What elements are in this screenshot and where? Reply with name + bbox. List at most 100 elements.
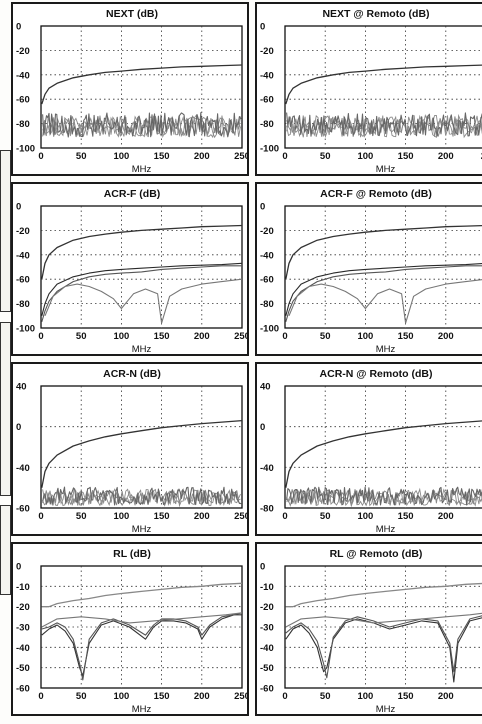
x-tick-label: 50 bbox=[320, 691, 331, 702]
x-tick-label: 200 bbox=[194, 331, 210, 342]
series-group bbox=[285, 64, 482, 139]
y-tick-label: 0 bbox=[16, 562, 21, 573]
x-tick-label: 50 bbox=[320, 511, 331, 522]
x-tick-label: 100 bbox=[357, 331, 373, 342]
y-tick-label: -30 bbox=[16, 623, 30, 634]
chart-panel-acrf: ACR-F (dB) 0 50 100 150 200 250 0 -20 -40 -60 -80 -1… bbox=[11, 182, 249, 356]
x-tick-label: 150 bbox=[398, 691, 414, 702]
y-tick-label: -40 bbox=[16, 70, 30, 81]
margin-strip-upper bbox=[0, 150, 11, 312]
y-tick-label: -10 bbox=[16, 582, 30, 593]
series-group bbox=[41, 419, 242, 508]
series-line-measured bbox=[285, 617, 482, 683]
x-axis-label: MHz bbox=[132, 344, 152, 355]
chart-svg-acrn: ACR-N (dB) 0 50 100 150 200 250 40 0 -40 -60 MHz bbox=[16, 368, 247, 535]
series-line-limit bbox=[285, 224, 482, 280]
series-line-limit bbox=[41, 582, 242, 608]
series-group bbox=[285, 420, 482, 508]
series-line-measured bbox=[285, 263, 482, 316]
x-axis-label: MHz bbox=[132, 164, 152, 175]
x-tick-label: 200 bbox=[194, 691, 210, 702]
y-tick-label: 0 bbox=[260, 422, 265, 433]
x-tick-label: 100 bbox=[357, 151, 373, 162]
x-tick-label: 250 bbox=[234, 151, 249, 162]
x-tick-label: 150 bbox=[154, 511, 170, 522]
y-tick-label: 0 bbox=[260, 22, 265, 33]
x-tick-label: 200 bbox=[438, 151, 454, 162]
x-tick-label: 0 bbox=[38, 151, 43, 162]
chart-panel-next: NEXT (dB) 0 50 100 150 200 250 0 -20 -40 -60 -80 -10… bbox=[11, 2, 249, 176]
x-tick-label: 150 bbox=[154, 691, 170, 702]
x-tick-label: 200 bbox=[438, 691, 454, 702]
series-line-measured bbox=[44, 278, 242, 324]
series-group bbox=[285, 582, 482, 683]
y-tick-label: -40 bbox=[260, 70, 274, 81]
chart-title: ACR-N @ Remoto (dB) bbox=[320, 368, 433, 380]
x-tick-label: 200 bbox=[438, 511, 454, 522]
x-tick-label: 50 bbox=[76, 151, 87, 162]
x-tick-label: 0 bbox=[38, 331, 43, 342]
y-tick-label: -10 bbox=[260, 582, 274, 593]
y-tick-label: 0 bbox=[16, 22, 21, 33]
series-line-measured bbox=[42, 112, 242, 138]
y-tick-label: -20 bbox=[16, 226, 30, 237]
y-tick-label: -40 bbox=[16, 643, 30, 654]
x-tick-label: 150 bbox=[154, 151, 170, 162]
plot-area bbox=[40, 205, 243, 329]
series-line-limit bbox=[41, 64, 242, 105]
chart-svg-acrf-remote: ACR-F @ Remoto (dB)05010015020020-20-40-… bbox=[260, 188, 482, 354]
chart-title: RL (dB) bbox=[113, 548, 151, 560]
chart-panel-acrf-remote: ACR-F @ Remoto (dB)05010015020020-20-40-… bbox=[255, 182, 482, 356]
chart-title: ACR-F @ Remoto (dB) bbox=[320, 188, 432, 200]
y-tick-label: -40 bbox=[260, 250, 274, 261]
series-line-limit bbox=[285, 64, 482, 105]
y-tick-label: 40 bbox=[16, 382, 27, 393]
series-group bbox=[41, 64, 242, 139]
chart-panel-next-remote: NEXT @ Remoto (dB)050100150200250-20-40-… bbox=[255, 2, 482, 176]
x-tick-label: 50 bbox=[76, 511, 87, 522]
chart-title: NEXT @ Remoto (dB) bbox=[322, 8, 429, 20]
y-tick-label: -40 bbox=[260, 463, 274, 474]
y-tick-label: -80 bbox=[260, 504, 274, 515]
x-tick-label: 150 bbox=[398, 331, 414, 342]
y-tick-label: -50 bbox=[16, 663, 30, 674]
x-tick-label: 100 bbox=[113, 331, 129, 342]
x-tick-label: 100 bbox=[113, 151, 129, 162]
x-tick-label: 50 bbox=[320, 331, 331, 342]
chart-title: ACR-N (dB) bbox=[103, 368, 161, 380]
y-tick-label: -20 bbox=[260, 226, 274, 237]
y-tick-label: -100 bbox=[260, 144, 279, 155]
x-axis-label: MHz bbox=[376, 164, 396, 175]
x-tick-label: 150 bbox=[154, 331, 170, 342]
series-line-measured bbox=[286, 486, 482, 506]
series-group bbox=[285, 224, 482, 324]
y-tick-label: -20 bbox=[16, 602, 30, 613]
series-line-measured bbox=[41, 612, 242, 628]
y-tick-label: -100 bbox=[16, 144, 35, 155]
y-tick-label: -60 bbox=[16, 684, 30, 695]
x-tick-label: 100 bbox=[357, 511, 373, 522]
chart-title: NEXT (dB) bbox=[106, 8, 158, 20]
series-line-measured bbox=[286, 112, 482, 137]
x-tick-label: 100 bbox=[113, 691, 129, 702]
chart-title: ACR-F (dB) bbox=[104, 188, 161, 200]
series-line-noise bbox=[286, 113, 482, 139]
x-tick-label: 150 bbox=[398, 151, 414, 162]
series-group bbox=[41, 224, 242, 324]
x-axis-label: MHz bbox=[132, 524, 152, 535]
x-tick-label: 250 bbox=[234, 691, 249, 702]
y-tick-label: 0 bbox=[260, 202, 265, 213]
y-tick-label: 0 bbox=[16, 202, 21, 213]
x-tick-label: 25 bbox=[481, 151, 482, 162]
y-tick-label: -100 bbox=[260, 324, 279, 335]
y-tick-label: -30 bbox=[260, 623, 274, 634]
y-tick-label: -40 bbox=[16, 463, 30, 474]
chart-svg-next-remote: NEXT @ Remoto (dB)050100150200250-20-40-… bbox=[260, 8, 482, 175]
series-line-measured bbox=[41, 262, 242, 316]
x-tick-label: 200 bbox=[438, 331, 454, 342]
x-tick-label: 50 bbox=[76, 331, 87, 342]
y-tick-label: -20 bbox=[16, 46, 30, 57]
series-line-limit bbox=[41, 419, 242, 488]
x-tick-label: 0 bbox=[38, 691, 43, 702]
